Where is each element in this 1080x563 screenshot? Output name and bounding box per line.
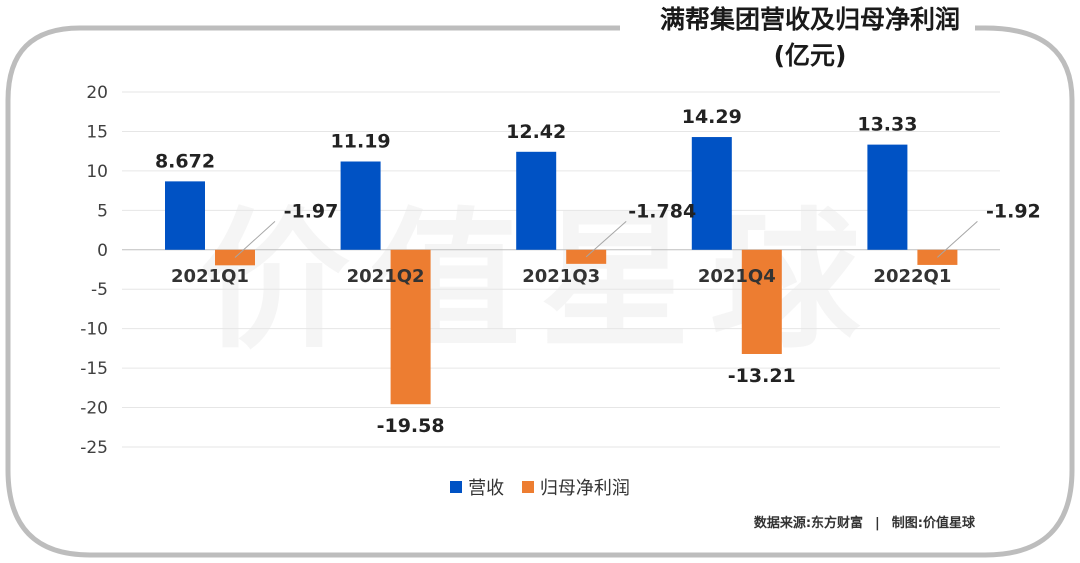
y-tick-label: 15 [86, 122, 108, 142]
y-axis: 20 15 10 5 0 -5 -10 -15 -20 -25 [80, 83, 108, 458]
title-line-2: (亿元) [773, 41, 847, 70]
bar-revenue [516, 151, 557, 250]
legend-swatch-revenue [450, 481, 463, 493]
bar-profit [741, 249, 782, 354]
legend-item-profit: 归母净利润 [521, 474, 630, 500]
y-tick-label: 20 [86, 83, 108, 103]
bar-revenue [691, 137, 732, 250]
y-tick-label: -10 [80, 320, 108, 340]
legend-swatch-profit [521, 481, 534, 493]
y-tick-label: -5 [91, 280, 108, 300]
data-label-profit: -1.97 [284, 200, 339, 222]
y-tick-label: -25 [80, 438, 108, 458]
data-label-revenue: 11.19 [331, 131, 391, 153]
data-label-profit: -1.92 [986, 200, 1041, 222]
category-label: 2021Q3 [522, 266, 600, 287]
leader-lines [234, 221, 978, 258]
category-label: 2021Q2 [347, 266, 425, 287]
data-label-profit: -19.58 [377, 415, 445, 437]
data-label-revenue: 13.33 [857, 114, 917, 136]
chart-title: 满帮集团营收及归母净利润 (亿元) [645, 2, 975, 74]
legend: 营收 归母净利润 [0, 474, 1080, 500]
bar-revenue [165, 181, 205, 250]
chart-maker: 制图:价值星球 [891, 516, 975, 531]
category-label: 2022Q1 [873, 266, 951, 287]
gridlines [122, 91, 1000, 448]
data-label-revenue: 8.672 [155, 150, 215, 172]
bar-profit [390, 249, 431, 405]
data-labels: 8.672 -1.97 11.19 -19.58 12.42 -1.784 14.29 -13… [155, 106, 1041, 437]
legend-label-revenue: 营收 [468, 478, 505, 499]
source-note: 数据来源:东方财富 | 制图:价值星球 [754, 512, 975, 531]
bars [165, 137, 958, 405]
category-label: 2021Q4 [698, 266, 776, 287]
y-tick-label: -15 [80, 359, 108, 379]
y-tick-label: 0 [97, 241, 108, 261]
separator: | [875, 516, 880, 531]
data-source: 数据来源:东方财富 [753, 516, 864, 531]
title-line-1: 满帮集团营收及归母净利润 [659, 5, 960, 34]
category-label: 2021Q1 [171, 266, 249, 287]
bar-revenue [340, 161, 381, 250]
y-tick-label: -20 [80, 399, 108, 419]
leader-line [585, 221, 627, 258]
leader-line [937, 221, 978, 258]
bar-revenue [867, 144, 908, 250]
y-tick-label: 10 [86, 162, 108, 182]
leader-line [234, 221, 276, 258]
category-labels: 2021Q1 2021Q2 2021Q3 2021Q4 2022Q1 [171, 266, 951, 287]
data-label-revenue: 14.29 [682, 106, 742, 128]
data-label-profit: -1.784 [628, 200, 696, 222]
data-label-profit: -13.21 [728, 365, 796, 387]
legend-label-profit: 归母净利润 [539, 478, 630, 499]
y-tick-label: 5 [97, 201, 108, 221]
legend-item-revenue: 营收 [450, 474, 504, 500]
data-label-revenue: 12.42 [506, 121, 566, 143]
